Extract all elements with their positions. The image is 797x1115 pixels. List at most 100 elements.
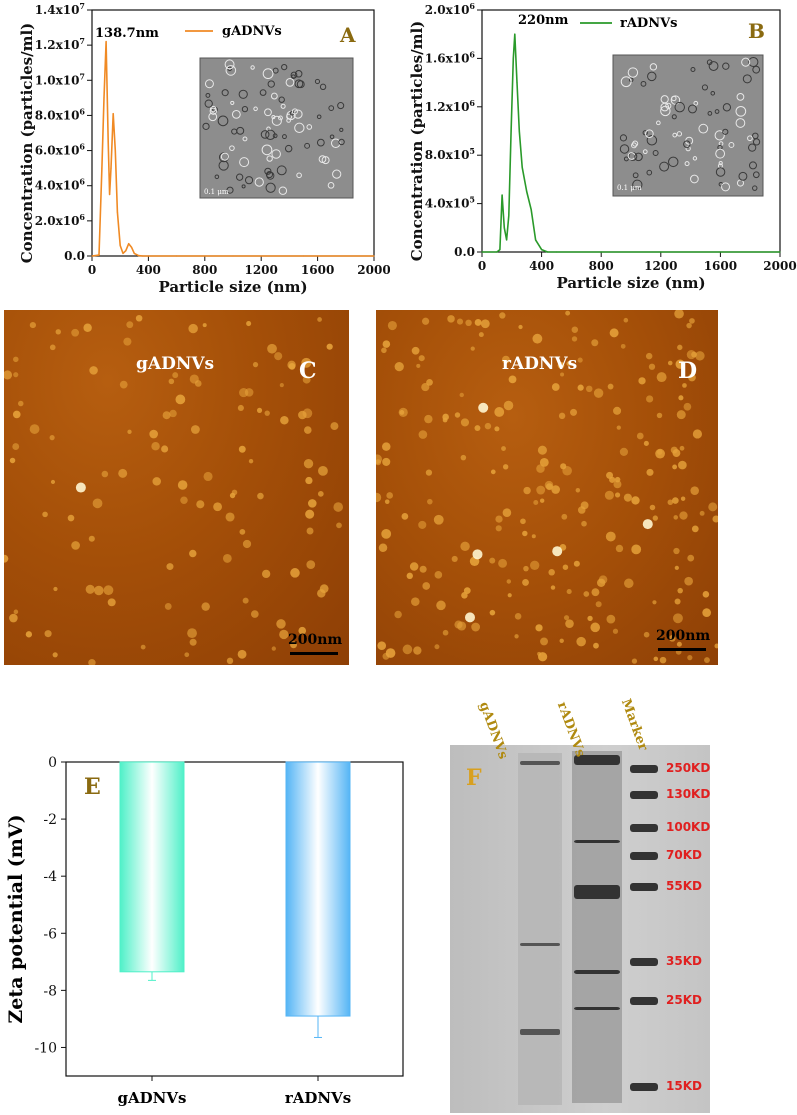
gel-band bbox=[520, 943, 560, 946]
gel-marker-label: 70KD bbox=[666, 848, 702, 862]
afm-particle bbox=[593, 642, 599, 649]
afm-particle bbox=[529, 560, 540, 570]
series-point bbox=[133, 252, 135, 254]
afm-particle bbox=[279, 383, 284, 388]
series-point bbox=[510, 130, 512, 132]
afm-particle bbox=[177, 480, 188, 490]
afm-particle bbox=[460, 418, 470, 427]
y-tick-label: 2.0x106 bbox=[425, 1, 476, 17]
afm-particle bbox=[616, 425, 621, 430]
afm-particle bbox=[237, 649, 247, 659]
tem-vesicle bbox=[748, 161, 757, 170]
scale-bar-c bbox=[290, 652, 338, 655]
legend-label-a: gADNVs bbox=[222, 24, 282, 39]
tem-vesicle bbox=[332, 169, 342, 179]
afm-particle bbox=[149, 429, 159, 439]
afm-particle bbox=[13, 356, 19, 363]
afm-particle bbox=[677, 587, 683, 594]
afm-particle bbox=[686, 322, 692, 329]
afm-particle bbox=[489, 557, 496, 564]
series-point bbox=[518, 130, 520, 132]
tem-vesicle bbox=[241, 106, 249, 113]
afm-particle bbox=[85, 584, 95, 594]
afm-particle bbox=[29, 321, 36, 329]
tem-vesicle bbox=[264, 167, 272, 175]
afm-particle bbox=[71, 541, 80, 550]
tem-vesicle bbox=[752, 185, 758, 191]
gel-band bbox=[574, 970, 620, 974]
tem-vesicle bbox=[674, 101, 685, 113]
afm-particle bbox=[394, 610, 402, 619]
y-tick-label: 1.0x107 bbox=[35, 71, 85, 87]
gel-band bbox=[574, 1007, 620, 1010]
gel-lane-radnvs bbox=[572, 751, 622, 1103]
afm-particle bbox=[242, 597, 249, 604]
series-point bbox=[112, 113, 114, 115]
afm-bright-particle bbox=[464, 612, 475, 623]
afm-particle bbox=[454, 412, 461, 418]
afm-particle bbox=[317, 491, 324, 497]
afm-particle bbox=[225, 512, 235, 522]
afm-bright-particle bbox=[642, 519, 653, 530]
tem-vesicle bbox=[685, 145, 691, 152]
afm-particle bbox=[52, 652, 58, 658]
afm-particle bbox=[298, 410, 307, 420]
afm-particle bbox=[575, 488, 581, 493]
afm-particle bbox=[18, 400, 24, 407]
gel-marker-band bbox=[630, 883, 658, 891]
afm-particle bbox=[577, 384, 584, 391]
bar-gADNVs bbox=[119, 761, 185, 973]
afm-particle bbox=[107, 598, 116, 607]
afm-particle bbox=[418, 520, 427, 529]
afm-particle bbox=[246, 321, 252, 327]
afm-particle bbox=[434, 644, 440, 650]
afm-particle bbox=[280, 415, 289, 425]
afm-particle bbox=[83, 323, 92, 332]
afm-particle bbox=[638, 377, 646, 385]
afm-particle bbox=[508, 375, 517, 384]
tem-vesicle bbox=[735, 118, 746, 128]
afm-bright-particle bbox=[552, 546, 563, 557]
afm-particle bbox=[421, 317, 430, 325]
tem-vesicle bbox=[266, 155, 273, 162]
series-point bbox=[137, 255, 140, 257]
tem-vesicle bbox=[286, 118, 291, 123]
x-tick-label: 1200 bbox=[244, 263, 277, 277]
afm-particle bbox=[42, 511, 48, 518]
afm-particle bbox=[591, 588, 600, 597]
gel-marker-band bbox=[630, 765, 658, 773]
tem-vesicle bbox=[294, 79, 304, 89]
tem-vesicle bbox=[319, 83, 327, 91]
afm-particle bbox=[523, 565, 529, 572]
tem-vesicle bbox=[272, 67, 279, 74]
afm-particle bbox=[687, 554, 695, 562]
afm-particle bbox=[306, 560, 316, 570]
afm-particle bbox=[692, 429, 703, 439]
y-tick-label: 8.0x105 bbox=[425, 146, 475, 162]
afm-particle bbox=[196, 500, 205, 509]
series-point bbox=[105, 41, 107, 43]
tem-vesicle bbox=[619, 134, 628, 142]
tem-vesicle bbox=[316, 114, 322, 120]
afm-particle bbox=[474, 425, 481, 432]
afm-particle bbox=[88, 535, 95, 542]
series-point bbox=[514, 33, 516, 35]
afm-particle bbox=[631, 544, 642, 555]
afm-particle bbox=[484, 422, 492, 430]
series-point bbox=[119, 244, 121, 247]
afm-particle bbox=[702, 591, 710, 598]
tem-vesicle bbox=[327, 182, 335, 189]
afm-particle bbox=[135, 314, 143, 322]
afm-particle bbox=[646, 468, 654, 476]
tem-vesicle bbox=[264, 108, 272, 117]
tem-vesicle bbox=[214, 174, 220, 180]
afm-particle bbox=[502, 464, 509, 470]
tem-vesicle bbox=[271, 149, 281, 159]
afm-particle bbox=[672, 497, 679, 504]
afm-particle bbox=[409, 562, 419, 571]
tem-vesicle bbox=[267, 80, 275, 88]
y-tick-label: 6.0x106 bbox=[35, 142, 86, 158]
afm-particle bbox=[539, 457, 549, 467]
tem-vesicle bbox=[204, 99, 213, 108]
afm-particle bbox=[419, 565, 427, 573]
